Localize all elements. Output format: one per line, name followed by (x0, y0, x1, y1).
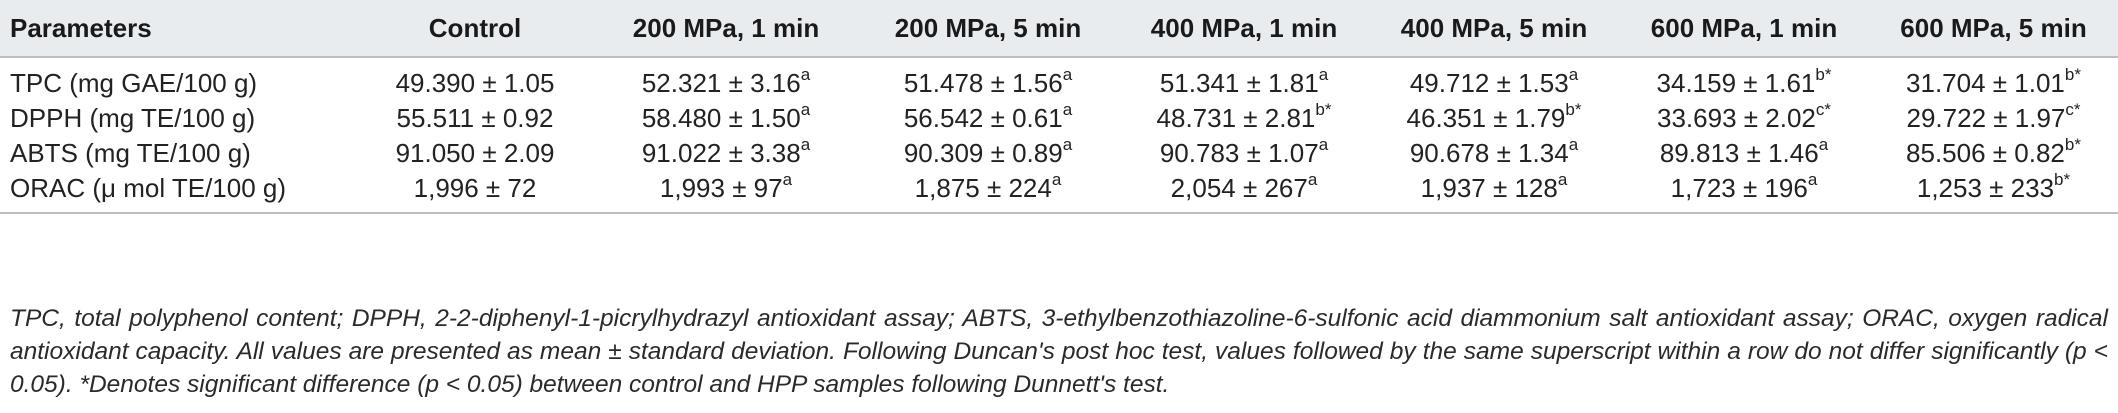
table-cell: 49.390 ± 1.05 (395, 68, 555, 98)
header-600mpa-5min: 600 MPa, 5 min (1869, 0, 2118, 58)
table-footnote: TPC, total polyphenol content; DPPH, 2-2… (10, 305, 2108, 398)
header-200mpa-1min: 200 MPa, 1 min (595, 0, 857, 58)
table-header-row: Parameters Control 200 MPa, 1 min 200 MP… (0, 0, 2118, 58)
table-cell: 46.351 ± 1.79b* (1406, 100, 1582, 133)
table-cell: 90.678 ± 1.34a (1409, 135, 1579, 168)
table-cell: 58.480 ± 1.50a (641, 100, 811, 133)
table-cell: 33.693 ± 2.02c* (1657, 100, 1831, 133)
table-cell: 34.159 ± 1.61b* (1656, 65, 1832, 98)
table-row-tpc: TPC (mg GAE/100 g) 49.390 ± 1.05 52.321 … (0, 57, 2118, 101)
header-400mpa-1min: 400 MPa, 1 min (1119, 0, 1369, 58)
row-label: ORAC (μ mol TE/100 g) (0, 171, 355, 214)
table-cell: 89.813 ± 1.46a (1659, 135, 1829, 168)
table-cell: 51.341 ± 1.81a (1159, 65, 1329, 98)
table-cell: 1,723 ± 196a (1619, 171, 1869, 214)
table-cell: 29.722 ± 1.97c* (1906, 100, 2081, 133)
header-200mpa-5min: 200 MPa, 5 min (857, 0, 1119, 58)
table-row-dpph: DPPH (mg TE/100 g) 55.511 ± 0.92 58.480 … (0, 101, 2118, 136)
table-row-abts: ABTS (mg TE/100 g) 91.050 ± 2.09 91.022 … (0, 136, 2118, 171)
table-cell: 49.712 ± 1.53a (1409, 65, 1579, 98)
header-parameters: Parameters (0, 0, 355, 58)
table-cell: 55.511 ± 0.92 (396, 103, 554, 133)
table-cell: 2,054 ± 267a (1119, 171, 1369, 214)
table-cell: 1,875 ± 224a (857, 171, 1119, 214)
table-cell: 90.309 ± 0.89a (903, 135, 1073, 168)
header-control: Control (355, 0, 595, 58)
table-cell: 1,993 ± 97a (595, 171, 857, 214)
table-row-orac: ORAC (μ mol TE/100 g) 1,996 ± 72 1,993 ±… (0, 171, 2118, 214)
table-cell: 56.542 ± 0.61a (903, 100, 1073, 133)
table-cell: 91.050 ± 2.09 (395, 138, 555, 168)
table-cell: 91.022 ± 3.38a (641, 135, 811, 168)
table-cell: 90.783 ± 1.07a (1159, 135, 1329, 168)
table-cell: 52.321 ± 3.16a (641, 65, 811, 98)
table-cell: 1,253 ± 233b* (1869, 171, 2118, 214)
row-label: DPPH (mg TE/100 g) (10, 103, 256, 133)
row-label: TPC (mg GAE/100 g) (10, 68, 258, 98)
table-cell: 85.506 ± 0.82b* (1906, 135, 2081, 168)
header-600mpa-1min: 600 MPa, 1 min (1619, 0, 1869, 58)
table-cell: 51.478 ± 1.56a (903, 65, 1073, 98)
row-label: ABTS (mg TE/100 g) (10, 138, 251, 168)
data-table-container: Parameters Control 200 MPa, 1 min 200 MP… (0, 0, 2118, 214)
antioxidant-table: Parameters Control 200 MPa, 1 min 200 MP… (0, 0, 2118, 214)
table-cell: 1,937 ± 128a (1369, 171, 1619, 214)
table-cell: 48.731 ± 2.81b* (1156, 100, 1332, 133)
table-cell: 1,996 ± 72 (355, 171, 595, 214)
table-cell: 31.704 ± 1.01b* (1906, 65, 2081, 98)
header-400mpa-5min: 400 MPa, 5 min (1369, 0, 1619, 58)
